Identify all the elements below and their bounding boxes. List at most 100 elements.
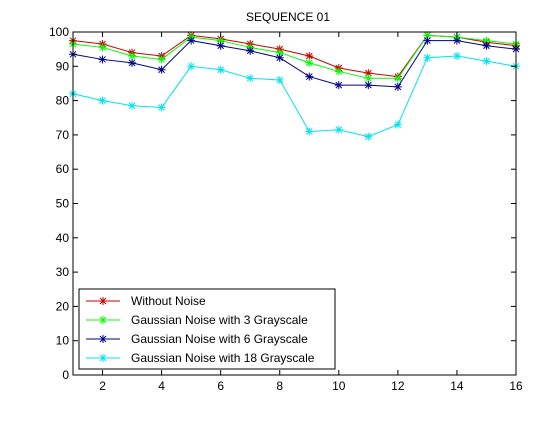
data-point [393, 74, 402, 83]
data-point-glyph [216, 41, 225, 50]
x-tick-label: 4 [158, 379, 165, 393]
y-tick-label: 50 [56, 197, 70, 211]
data-point-glyph [482, 41, 491, 50]
y-tick-label: 20 [56, 299, 70, 313]
data-point [423, 31, 432, 40]
legend-marker [99, 316, 107, 324]
data-point [334, 81, 343, 90]
data-point-glyph [393, 74, 402, 83]
legend-label: Without Noise [131, 294, 206, 308]
data-point-glyph [482, 36, 491, 45]
data-point-glyph [98, 55, 107, 64]
data-point [452, 36, 461, 45]
legend: Without Noise Gaussian Noise with 3 Grays… [78, 288, 336, 370]
data-point-glyph [305, 52, 314, 61]
data-point-glyph [452, 52, 461, 61]
data-point-glyph [157, 103, 166, 112]
data-point-glyph [98, 43, 107, 52]
plot-frame [72, 31, 517, 376]
series-line-2 [72, 34, 517, 79]
data-point [334, 125, 343, 134]
data-point-glyph [393, 120, 402, 129]
data-point-glyph [157, 55, 166, 64]
data-point-glyph [275, 53, 284, 62]
data-point-glyph [482, 57, 491, 66]
data-point-glyph [275, 76, 284, 85]
data-point [364, 74, 373, 83]
data-point-glyph [305, 127, 314, 136]
legend-marker-glyph [99, 316, 107, 324]
data-point [364, 132, 373, 141]
data-point-glyph [246, 46, 255, 55]
data-point-glyph [128, 58, 137, 67]
data-point [216, 65, 225, 74]
x-tick-label: 6 [217, 379, 224, 393]
data-point [305, 127, 314, 136]
data-point [423, 53, 432, 62]
data-point-glyph [452, 36, 461, 45]
data-point [452, 52, 461, 61]
data-point [128, 52, 137, 61]
data-point-glyph [393, 82, 402, 91]
data-point-glyph [305, 58, 314, 67]
legend-item: Without Noise [86, 294, 206, 308]
data-point-glyph [334, 67, 343, 76]
legend-item: Gaussian Noise with 6 Grayscale [86, 332, 308, 346]
data-point-glyph [246, 74, 255, 83]
data-point [364, 81, 373, 90]
data-point-glyph [275, 48, 284, 57]
data-point-glyph [216, 65, 225, 74]
data-point [393, 120, 402, 129]
data-point [98, 96, 107, 105]
data-point-glyph [423, 53, 432, 62]
axes-layer: 2 4 6 8 10 12 14 16 0 10 20 30 40 50 60 70 80 90 100 [49, 25, 523, 393]
data-point [187, 62, 196, 71]
data-point-glyph [187, 62, 196, 71]
data-point [216, 36, 225, 45]
data-point-glyph [364, 132, 373, 141]
y-tick-label: 40 [56, 231, 70, 245]
data-point-glyph [128, 101, 137, 110]
legend-marker-glyph [99, 297, 107, 305]
legend-marker [99, 335, 107, 343]
x-tick-label: 2 [99, 379, 106, 393]
chart-title: SEQUENCE 01 [246, 10, 330, 24]
data-point-glyph [334, 125, 343, 134]
data-point-glyph [423, 31, 432, 40]
legend-label: Gaussian Noise with 6 Grayscale [131, 332, 308, 346]
data-point [246, 46, 255, 55]
data-point [305, 58, 314, 67]
y-tick-label: 10 [56, 334, 70, 348]
y-tick-label: 0 [62, 368, 69, 382]
data-point [98, 43, 107, 52]
data-point-glyph [423, 36, 432, 45]
data-point [157, 55, 166, 64]
y-tick-label: 60 [56, 162, 70, 176]
legend-label: Gaussian Noise with 18 Grayscale [131, 351, 315, 365]
data-point [187, 36, 196, 45]
legend-label: Gaussian Noise with 3 Grayscale [131, 313, 308, 327]
data-point [482, 41, 491, 50]
series-layer [69, 31, 520, 141]
x-tick-label: 12 [391, 379, 405, 393]
data-point [482, 57, 491, 66]
data-point-glyph [334, 81, 343, 90]
data-point-glyph [364, 69, 373, 78]
data-point [305, 52, 314, 61]
data-point-glyph [157, 65, 166, 74]
data-point [128, 58, 137, 67]
legend-marker [99, 354, 107, 362]
legend-item: Gaussian Noise with 3 Grayscale [86, 313, 308, 327]
data-point [275, 76, 284, 85]
data-point [98, 55, 107, 64]
y-tick-label: 80 [56, 94, 70, 108]
data-point [482, 36, 491, 45]
data-point [305, 72, 314, 81]
data-point-glyph [364, 74, 373, 83]
data-point [423, 36, 432, 45]
data-point [275, 48, 284, 57]
y-tick-label: 100 [49, 25, 69, 39]
data-point [128, 101, 137, 110]
data-point [246, 74, 255, 83]
